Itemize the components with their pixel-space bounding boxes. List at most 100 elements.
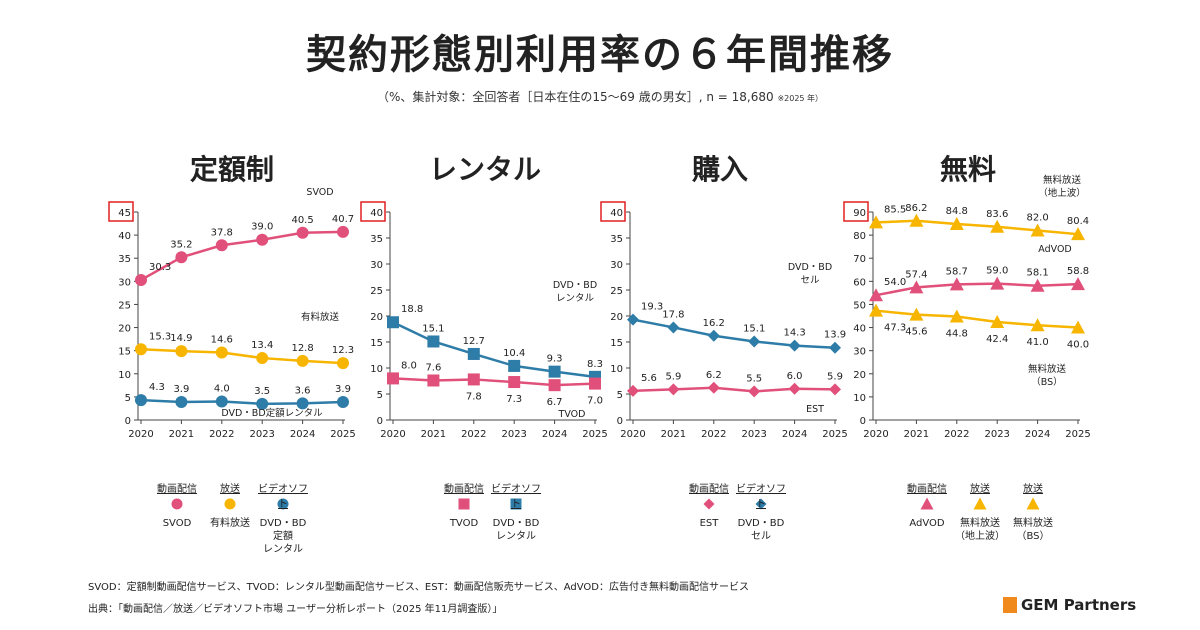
x-tick-label: 2023 [249,429,274,440]
legend-marker-icon [224,498,236,510]
data-label: 4.0 [214,384,230,395]
data-label: 85.5 [884,204,906,215]
x-tick-label: 2024 [1025,429,1050,440]
data-label: 45.6 [905,327,927,338]
logo: GEM Partners [1003,596,1136,614]
y-tick-label: 10 [610,364,623,375]
data-label: 40.0 [1067,340,1089,351]
y-tick-label: 35 [118,254,131,265]
legend-category: 動画配信 [689,484,729,495]
series-annotation: 無料放送 [1043,174,1082,186]
data-point [589,377,601,390]
data-label: 3.6 [295,385,311,396]
x-tick-label: 2023 [741,429,766,440]
series-annotation: DVD・BD定額レンタル [221,407,323,419]
y-tick-label: 20 [118,324,131,335]
max-highlight-box [108,201,134,222]
x-tick-label: 2025 [582,429,607,440]
data-point [949,217,964,231]
series-annotation: （地上波） [1038,187,1086,199]
data-label: 19.3 [641,302,663,313]
series-line [140,230,344,282]
data-label: 5.5 [746,373,762,384]
data-label: 4.3 [149,382,165,393]
data-point [175,251,188,264]
data-label: 6.7 [547,397,563,408]
legend-marker-icon [458,498,470,510]
data-point [175,345,188,358]
chart-panel-3: 0 10 20 30 40 50 60 70 80 90 2020 2021 2022 2023 2024 2… [843,174,1091,440]
data-point [990,276,1005,290]
series-line [875,282,1079,297]
data-point [869,303,883,317]
series-line [875,309,1079,329]
data-label: 82.0 [1026,212,1048,223]
x-tick-label: 2021 [904,429,929,440]
data-label: 54.0 [884,277,906,288]
legend-label: EST [699,518,719,529]
data-label: 47.3 [884,323,906,334]
data-label: 14.9 [170,333,192,344]
legend-marker-icon [973,497,987,510]
y-tick-label: 35 [610,234,623,245]
legend-marker-icon [510,498,522,510]
data-label: 5.9 [827,371,843,382]
subtitle-note: ※2025 年） [777,94,824,103]
data-label: 3.9 [335,384,351,395]
data-point [949,309,964,323]
data-label: 7.3 [506,394,522,405]
y-tick-label: 10 [853,393,866,404]
x-tick-label: 2021 [421,429,446,440]
data-point [296,226,309,239]
data-point [788,339,801,352]
series-annotation: 有料放送 [301,311,340,323]
y-tick-label: 0 [617,416,623,427]
data-point [387,316,399,329]
data-label: 5.6 [641,373,657,384]
data-point [748,385,761,398]
footnote-source: 出典：「動画配信／放送／ビデオソフト市場 ユーザー分析レポート（2025 年11… [88,604,503,615]
data-point [748,335,761,348]
data-point [427,335,440,348]
data-point [949,277,964,291]
subtitle-text: （%、集計対象：全回答者［日本在住の15～69 歳の男女］, n = 18,68… [376,90,774,104]
data-point [256,233,269,246]
y-tick-label: 40 [610,208,623,219]
data-point [829,383,841,396]
legend-category: ビデオソフト [491,484,541,510]
data-point [869,288,883,302]
x-tick-label: 2024 [290,429,315,440]
data-point [337,395,349,408]
y-tick-label: 50 [853,300,866,311]
y-tick-label: 0 [860,416,866,427]
x-tick-label: 2022 [944,429,969,440]
x-tick-label: 2020 [620,429,645,440]
series-annotation: AdVOD [1038,244,1072,255]
data-label: 14.6 [211,335,233,346]
data-point [508,376,521,389]
data-point [508,359,521,372]
legend-category: 放送 [970,484,990,495]
data-label: 15.3 [149,331,171,342]
data-point [256,397,269,410]
data-point [337,225,349,238]
series-annotation: SVOD [306,187,333,198]
x-tick-label: 2022 [461,429,486,440]
series-line [875,219,1079,236]
data-label: 3.5 [254,386,270,397]
footnote-definitions: SVOD：定額制動画配信サービス、TVOD：レンタル型動画配信サービス、EST：… [88,582,749,593]
data-point [707,381,720,394]
legend-category: 動画配信 [907,484,947,495]
data-label: 57.4 [905,269,927,280]
legend-label: 有料放送 [210,518,250,529]
data-point [548,365,561,378]
y-tick-label: 25 [118,300,131,311]
data-label: 8.0 [401,360,417,371]
max-highlight-box [600,201,626,222]
data-label: 12.3 [332,345,354,356]
max-highlight-box [360,201,386,222]
y-tick-label: 25 [610,286,623,297]
series-line [140,348,344,365]
series-annotation: DVD・BD [788,262,832,273]
